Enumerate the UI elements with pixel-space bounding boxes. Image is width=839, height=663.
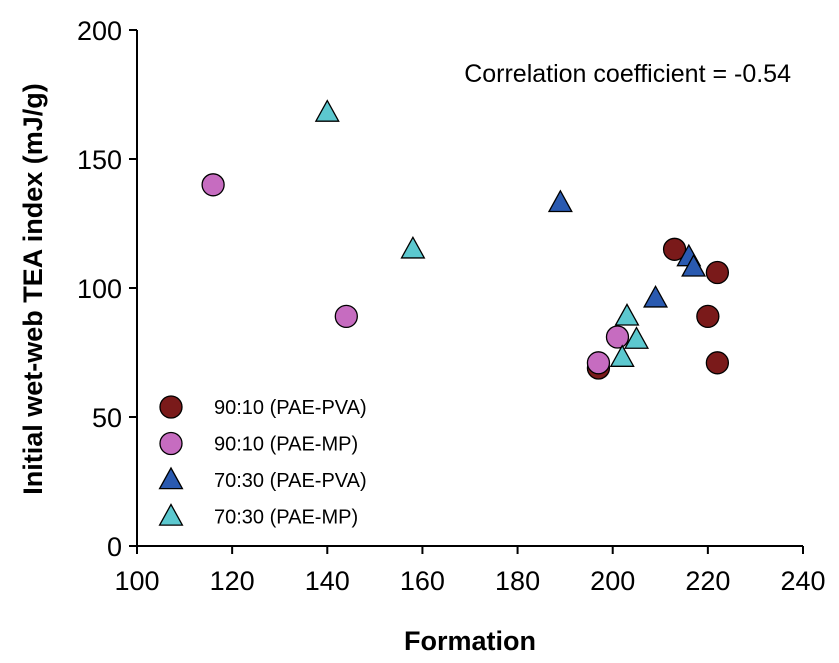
legend: 90:10 (PAE-PVA) 90:10 (PAE-MP) 70:30 (PAE-… [158, 395, 367, 529]
legend-label: 70:30 (PAE-MP) [214, 507, 358, 529]
legend-label: 70:30 (PAE-PVA) [214, 470, 367, 492]
series-group [547, 189, 707, 308]
legend-marker [159, 395, 183, 419]
y-tick-label: 50 [92, 403, 122, 433]
y-tick-label: 0 [107, 532, 122, 562]
circle-point [696, 304, 720, 329]
x-tick-label: 220 [685, 566, 730, 596]
triangle-point [609, 344, 635, 367]
x-tick-label: 180 [495, 566, 540, 596]
circle-point [662, 237, 687, 261]
x-tick-label: 140 [305, 566, 350, 596]
x-tick-label: 240 [780, 566, 825, 596]
data-points [201, 99, 730, 380]
legend-marker [158, 503, 184, 526]
legend-label: 90:10 (PAE-MP) [214, 434, 358, 456]
correlation-annotation: Correlation coefficient = -0.54 [464, 60, 791, 88]
y-tick-label: 100 [77, 274, 122, 304]
triangle-point [681, 254, 707, 277]
triangle-point [623, 326, 650, 349]
x-axis-title: Formation [404, 626, 536, 656]
series-group [201, 173, 630, 375]
triangle-point [314, 99, 340, 122]
circle-point [586, 351, 611, 375]
x-tick-label: 160 [400, 566, 445, 596]
triangle-point [547, 189, 573, 213]
y-tick-label: 150 [77, 145, 122, 175]
legend-marker [158, 466, 184, 490]
x-tick-label: 100 [114, 566, 159, 596]
circle-point [705, 260, 730, 285]
series-group [314, 99, 650, 367]
circle-point [201, 173, 225, 197]
axes: 100 120 140 160 180 200 220 240 0 50 100 150 200 [77, 16, 826, 596]
circle-point [605, 325, 630, 349]
y-axis-title: Initial wet-web TEA index (mJ/g) [18, 83, 48, 495]
y-tick-label: 200 [77, 16, 122, 46]
circle-point [334, 304, 358, 329]
circle-point [705, 351, 730, 375]
triangle-point [643, 284, 669, 308]
x-tick-label: 200 [590, 566, 635, 596]
triangle-point [614, 303, 640, 326]
legend-marker [159, 431, 183, 456]
x-tick-label: 120 [210, 566, 255, 596]
legend-label: 90:10 (PAE-PVA) [214, 397, 367, 419]
triangle-point [400, 235, 426, 259]
